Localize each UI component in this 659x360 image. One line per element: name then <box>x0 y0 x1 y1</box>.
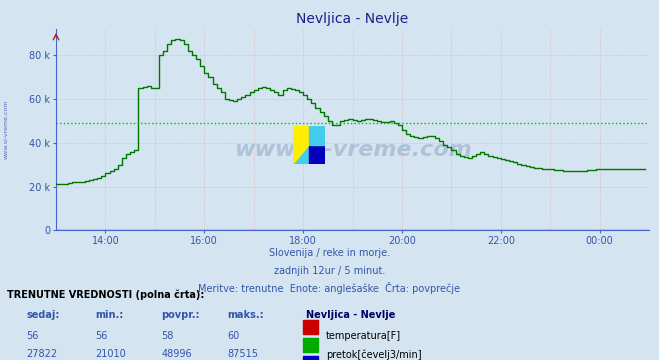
Text: 27822: 27822 <box>26 349 57 359</box>
Bar <box>309 126 325 145</box>
Text: sedaj:: sedaj: <box>26 310 60 320</box>
Polygon shape <box>293 145 309 164</box>
Bar <box>293 145 309 164</box>
Text: Slovenija / reke in morje.: Slovenija / reke in morje. <box>269 248 390 258</box>
Text: 58: 58 <box>161 331 174 341</box>
Bar <box>293 126 309 145</box>
Text: 56: 56 <box>96 331 108 341</box>
Text: Meritve: trenutne  Enote: anglešaške  Črta: povprečje: Meritve: trenutne Enote: anglešaške Črta… <box>198 282 461 294</box>
Text: TRENUTNE VREDNOSTI (polna črta):: TRENUTNE VREDNOSTI (polna črta): <box>7 290 204 300</box>
Text: 87515: 87515 <box>227 349 258 359</box>
Title: Nevljica - Nevlje: Nevljica - Nevlje <box>297 12 409 26</box>
Text: 48996: 48996 <box>161 349 192 359</box>
Text: 56: 56 <box>26 331 39 341</box>
Text: min.:: min.: <box>96 310 124 320</box>
Text: www.si-vreme.com: www.si-vreme.com <box>234 140 471 160</box>
Text: pretok[čevelj3/min]: pretok[čevelj3/min] <box>326 349 422 360</box>
Text: povpr.:: povpr.: <box>161 310 200 320</box>
Text: 60: 60 <box>227 331 240 341</box>
Text: zadnjih 12ur / 5 minut.: zadnjih 12ur / 5 minut. <box>273 266 386 276</box>
Text: www.si-vreme.com: www.si-vreme.com <box>3 100 9 159</box>
Text: maks.:: maks.: <box>227 310 264 320</box>
Bar <box>309 145 325 164</box>
Text: 21010: 21010 <box>96 349 127 359</box>
Text: Nevljica - Nevlje: Nevljica - Nevlje <box>306 310 396 320</box>
Polygon shape <box>309 126 325 145</box>
Text: temperatura[F]: temperatura[F] <box>326 331 401 341</box>
